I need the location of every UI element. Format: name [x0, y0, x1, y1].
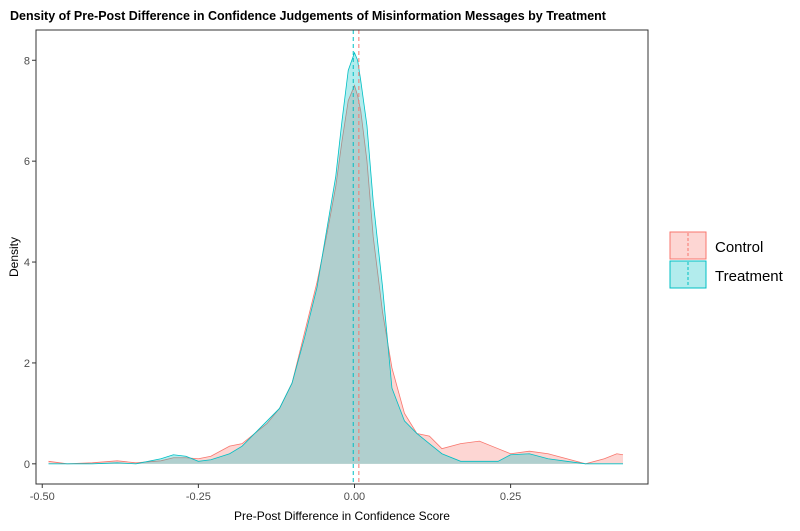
- density-series: [48, 51, 624, 465]
- density-area-treatment: [48, 52, 624, 464]
- x-tick-label: 0.00: [344, 491, 365, 503]
- legend-label-control: Control: [715, 239, 763, 256]
- x-axis: -0.50 -0.25 0.00 0.25: [30, 484, 521, 503]
- y-tick-label: 8: [24, 55, 30, 67]
- x-tick-label: 0.25: [500, 491, 521, 503]
- mean-lines: [352, 30, 360, 484]
- y-axis: 0 2 4 6 8: [24, 55, 36, 471]
- density-area-control: [48, 85, 624, 464]
- y-tick-label: 6: [24, 156, 30, 168]
- y-tick-label: 2: [24, 358, 30, 370]
- legend-label-treatment: Treatment: [715, 268, 784, 285]
- plot-area: [35, 29, 649, 485]
- density-line-treatment: [48, 51, 624, 465]
- plot-border: [35, 29, 649, 485]
- x-tick-label: -0.25: [186, 491, 211, 503]
- x-tick-label: -0.50: [30, 491, 55, 503]
- chart-title: Density of Pre-Post Difference in Confid…: [10, 9, 607, 23]
- plot-panel: [36, 30, 648, 484]
- y-tick-label: 4: [24, 257, 30, 269]
- density-line-control: [48, 84, 624, 465]
- y-axis-label: Density: [7, 237, 21, 277]
- legend: Control Treatment: [669, 231, 784, 289]
- x-axis-label: Pre-Post Difference in Confidence Score: [234, 509, 450, 523]
- y-tick-label: 0: [24, 459, 30, 471]
